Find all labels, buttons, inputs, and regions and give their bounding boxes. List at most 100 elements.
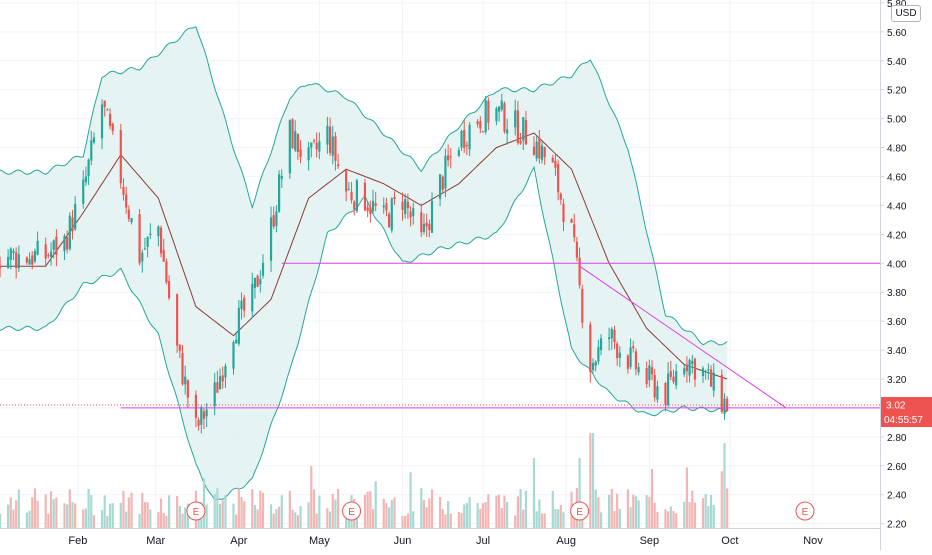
candle-body [122, 187, 125, 195]
x-tick-label: Nov [803, 535, 823, 547]
volume-bar [122, 490, 125, 528]
volume-bar [90, 495, 93, 528]
volume-bar [256, 509, 259, 528]
earnings-marker[interactable]: E [186, 501, 206, 521]
volume-bar [626, 489, 629, 528]
earnings-marker-circle [570, 501, 590, 521]
volume-bar [337, 489, 340, 528]
volume-bar [495, 495, 498, 528]
candle-body [709, 369, 713, 387]
candle-body [216, 382, 219, 393]
volume-bar [291, 509, 294, 528]
candle-body [519, 140, 522, 144]
candle-body [409, 211, 412, 218]
candle-body [235, 339, 238, 344]
volume-bar [269, 504, 273, 528]
volume-bar [307, 502, 310, 528]
candle-body [712, 372, 715, 391]
y-tick-label: 3.40 [887, 346, 907, 357]
volume-bar [637, 500, 640, 528]
volume-bar [9, 497, 12, 528]
x-tick-label: Feb [68, 535, 87, 547]
candle-body [111, 123, 114, 132]
volume-bar [401, 515, 404, 528]
volume-bar [363, 494, 367, 528]
volume-bar [0, 513, 2, 528]
volume-bar [272, 513, 275, 528]
candle-body [594, 361, 597, 366]
volume-bar [125, 511, 128, 528]
volume-bar [559, 504, 562, 528]
candle-body [524, 119, 528, 145]
candle-body [312, 140, 316, 142]
volume-bar [68, 489, 71, 528]
earnings-marker[interactable]: E [795, 501, 815, 521]
candle-body [12, 250, 15, 253]
currency-badge[interactable]: USD [891, 5, 921, 22]
candle-body [693, 358, 697, 380]
candle-body [498, 106, 501, 112]
volume-bar [468, 497, 471, 528]
volume-bar [119, 502, 122, 528]
volume-bar [487, 494, 490, 528]
candle-body [382, 205, 385, 208]
earnings-marker[interactable]: E [570, 501, 590, 521]
earnings-marker[interactable]: E [342, 501, 362, 521]
volume-bar [146, 502, 149, 528]
volume-bar [382, 498, 385, 528]
candle-body [337, 164, 340, 167]
candle-body [487, 100, 490, 123]
volume-bar [476, 502, 479, 528]
candle-body [637, 367, 640, 373]
volume-bar [315, 513, 318, 528]
candle-body [538, 138, 541, 159]
candle-body [232, 342, 235, 369]
y-tick-label: 4.20 [887, 230, 907, 241]
candle-body [468, 124, 471, 150]
candle-body [632, 346, 635, 349]
candle-body [345, 170, 348, 192]
candle-body [393, 197, 396, 199]
candle-body [318, 141, 321, 152]
volume-bar [103, 495, 106, 528]
volume-bar [47, 513, 50, 528]
candle-body [146, 236, 149, 247]
y-tick-label: 5.80 [887, 0, 907, 10]
current-price-label-bg [881, 397, 932, 428]
volume-bar [691, 490, 694, 528]
candle-body [149, 233, 152, 236]
volume-bar [683, 501, 686, 528]
candle-body [17, 254, 20, 269]
volume-bar [385, 503, 388, 528]
candle-body [428, 223, 431, 231]
volume-bar [597, 497, 600, 528]
volume-bar [632, 494, 635, 528]
descending-trendline [579, 265, 787, 409]
candle-body [412, 208, 415, 217]
candle-body [299, 149, 302, 157]
volume-bar [693, 502, 697, 528]
volume-bar [213, 493, 216, 528]
candle-body [82, 179, 85, 204]
candle-body [71, 217, 74, 232]
bollinger-lower-line [0, 165, 728, 501]
candle-body [347, 188, 350, 190]
volume-bar [707, 506, 710, 528]
candle-body [653, 375, 656, 398]
volume-bar [106, 515, 109, 528]
candle-body [401, 201, 404, 210]
candle-body [291, 119, 294, 149]
candle-body [197, 420, 200, 426]
candle-body [629, 347, 632, 368]
volume-bar [599, 512, 603, 528]
volume-bar [218, 503, 222, 528]
candle-body [119, 130, 122, 184]
volume-bar [465, 503, 469, 528]
volume-bar [444, 514, 447, 528]
candle-body [701, 368, 705, 376]
volume-bar [202, 478, 206, 528]
candle-body [420, 212, 423, 233]
candle-body [63, 235, 66, 252]
